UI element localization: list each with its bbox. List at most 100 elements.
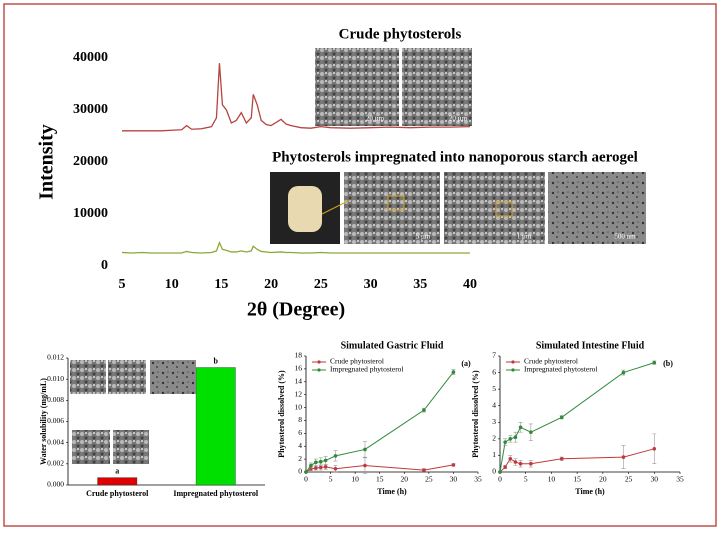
series-line xyxy=(499,448,655,473)
x-tick-label: 30 xyxy=(364,277,378,292)
x-tick-label: 20 xyxy=(264,277,278,292)
x-tick-label: 35 xyxy=(474,475,482,484)
y-tick-label: 3 xyxy=(492,417,496,426)
series-line xyxy=(305,371,454,473)
y-tick-label: 0.000 xyxy=(47,480,64,489)
data-point xyxy=(513,460,518,464)
images: Crude phytosterols Phytosterols impregnat… xyxy=(70,26,646,464)
chart: 0 1 2 3 4 5 6 7 0 5 10 15 20 25 30 35 Phytosterol dissol… xyxy=(471,340,684,496)
x-axis-label: 2θ (Degree) xyxy=(247,299,345,321)
scale-bar-label: 20 µm xyxy=(366,115,385,123)
y-tick-label: 0.008 xyxy=(47,395,64,404)
y-tick-label: 40000 xyxy=(73,50,108,65)
data-point xyxy=(333,454,338,458)
x-tick-label: 10 xyxy=(548,475,556,484)
legend-label: Impregnated phytosterol xyxy=(524,365,598,374)
x-tick-label: Impregnated phytosterol xyxy=(173,489,259,498)
x-tick-label: 35 xyxy=(676,475,684,484)
data-point xyxy=(559,415,564,420)
y-tick-label: 14 xyxy=(295,376,303,385)
data-point xyxy=(422,408,426,412)
y-tick-label: 10 xyxy=(295,402,303,411)
legend-marker xyxy=(317,360,321,364)
bar xyxy=(195,367,236,486)
y-tick-label: 0 xyxy=(298,467,302,476)
legend-label: Impregnated phytosterol xyxy=(330,365,404,374)
chart-title: Simulated Gastric Fluid xyxy=(341,340,444,351)
legend-marker xyxy=(511,360,515,364)
data-point xyxy=(503,440,507,444)
zoom-box xyxy=(387,195,405,211)
y-axis-label: Phytosterol dissolved (%) xyxy=(277,370,286,458)
legend-marker xyxy=(317,368,321,372)
x-tick-label: 5 xyxy=(119,277,126,292)
x-tick-label: 20 xyxy=(599,475,607,484)
y-tick-label: 4 xyxy=(492,400,496,409)
y-tick-label: 5 xyxy=(492,384,496,393)
y-tick-label: 0.002 xyxy=(47,459,64,468)
series-line xyxy=(121,240,470,254)
y-tick-label: 30000 xyxy=(73,102,108,117)
group-letter: a xyxy=(115,466,119,475)
data-point xyxy=(559,456,564,461)
y-tick-label: 18 xyxy=(295,351,303,360)
x-tick-label: 5 xyxy=(329,475,333,484)
zoom-line xyxy=(321,199,351,215)
data-point xyxy=(363,463,367,468)
data-point xyxy=(652,360,657,365)
y-tick-label: 6 xyxy=(298,428,302,437)
data-point xyxy=(529,430,533,435)
x-tick-label: 10 xyxy=(351,475,359,484)
scale-bar-label: 500 nm xyxy=(614,233,636,241)
data-point xyxy=(451,463,456,467)
x-tick-label: 25 xyxy=(625,475,633,484)
x-axis-label: Time (h) xyxy=(575,487,605,496)
zoom-box xyxy=(495,201,513,217)
y-axis-label: Phytosterol dissolved (%) xyxy=(471,370,480,458)
data-point xyxy=(508,456,513,461)
data-point xyxy=(333,466,338,471)
sem-image xyxy=(344,172,440,244)
x-axis-label: Time (h) xyxy=(377,487,407,496)
scale-bar-label: 1 µm xyxy=(517,233,532,241)
y-tick-label: 2 xyxy=(492,434,496,443)
x-tick-label: 20 xyxy=(401,475,409,484)
y-axis-label: Intensity xyxy=(36,124,58,200)
y-tick-label: 10000 xyxy=(73,206,108,221)
y-tick-label: 12 xyxy=(295,389,303,398)
x-tick-label: 40 xyxy=(463,277,477,292)
x-tick-label: 0 xyxy=(498,475,502,484)
y-tick-label: 8 xyxy=(298,415,302,424)
data-point xyxy=(518,425,523,430)
y-tick-label: 0.010 xyxy=(47,374,64,383)
y-tick-label: 20000 xyxy=(73,154,108,169)
data-point xyxy=(314,466,318,470)
scale-bar-label: 20 µm xyxy=(449,115,468,123)
y-tick-label: 1 xyxy=(492,450,496,459)
chart: 0 2 4 6 8 10 12 14 16 18 0 5 10 15 20 25 30 35 Phytosterol… xyxy=(277,340,482,496)
data-point xyxy=(518,461,523,466)
data-point xyxy=(451,370,456,374)
bar xyxy=(97,477,138,486)
sem-image xyxy=(315,48,399,126)
annotation: Phytosterols impregnated into nanoporous… xyxy=(272,149,638,165)
data-point xyxy=(422,468,426,472)
series-line xyxy=(305,464,454,473)
legend-label: Crude phytosterol xyxy=(330,357,384,366)
y-tick-label: 0.004 xyxy=(47,437,64,446)
sem-image xyxy=(444,172,545,244)
y-axis-label: Water solubility (mg/mL) xyxy=(39,378,48,465)
sem-image xyxy=(70,360,106,394)
data-point xyxy=(309,463,313,468)
y-tick-label: 0.006 xyxy=(47,416,64,425)
x-tick-label: 5 xyxy=(524,475,528,484)
x-tick-label: 35 xyxy=(413,277,427,292)
sem-image xyxy=(108,360,146,394)
chart: 0.000 0.002 0.004 0.006 0.008 0.010 0.012 Water… xyxy=(39,353,265,498)
legend-label: Crude phytosterol xyxy=(524,357,578,366)
annotation: Crude phytosterols xyxy=(339,26,462,42)
x-tick-label: 15 xyxy=(214,277,228,292)
x-tick-label: Crude phytosterol xyxy=(86,489,149,498)
